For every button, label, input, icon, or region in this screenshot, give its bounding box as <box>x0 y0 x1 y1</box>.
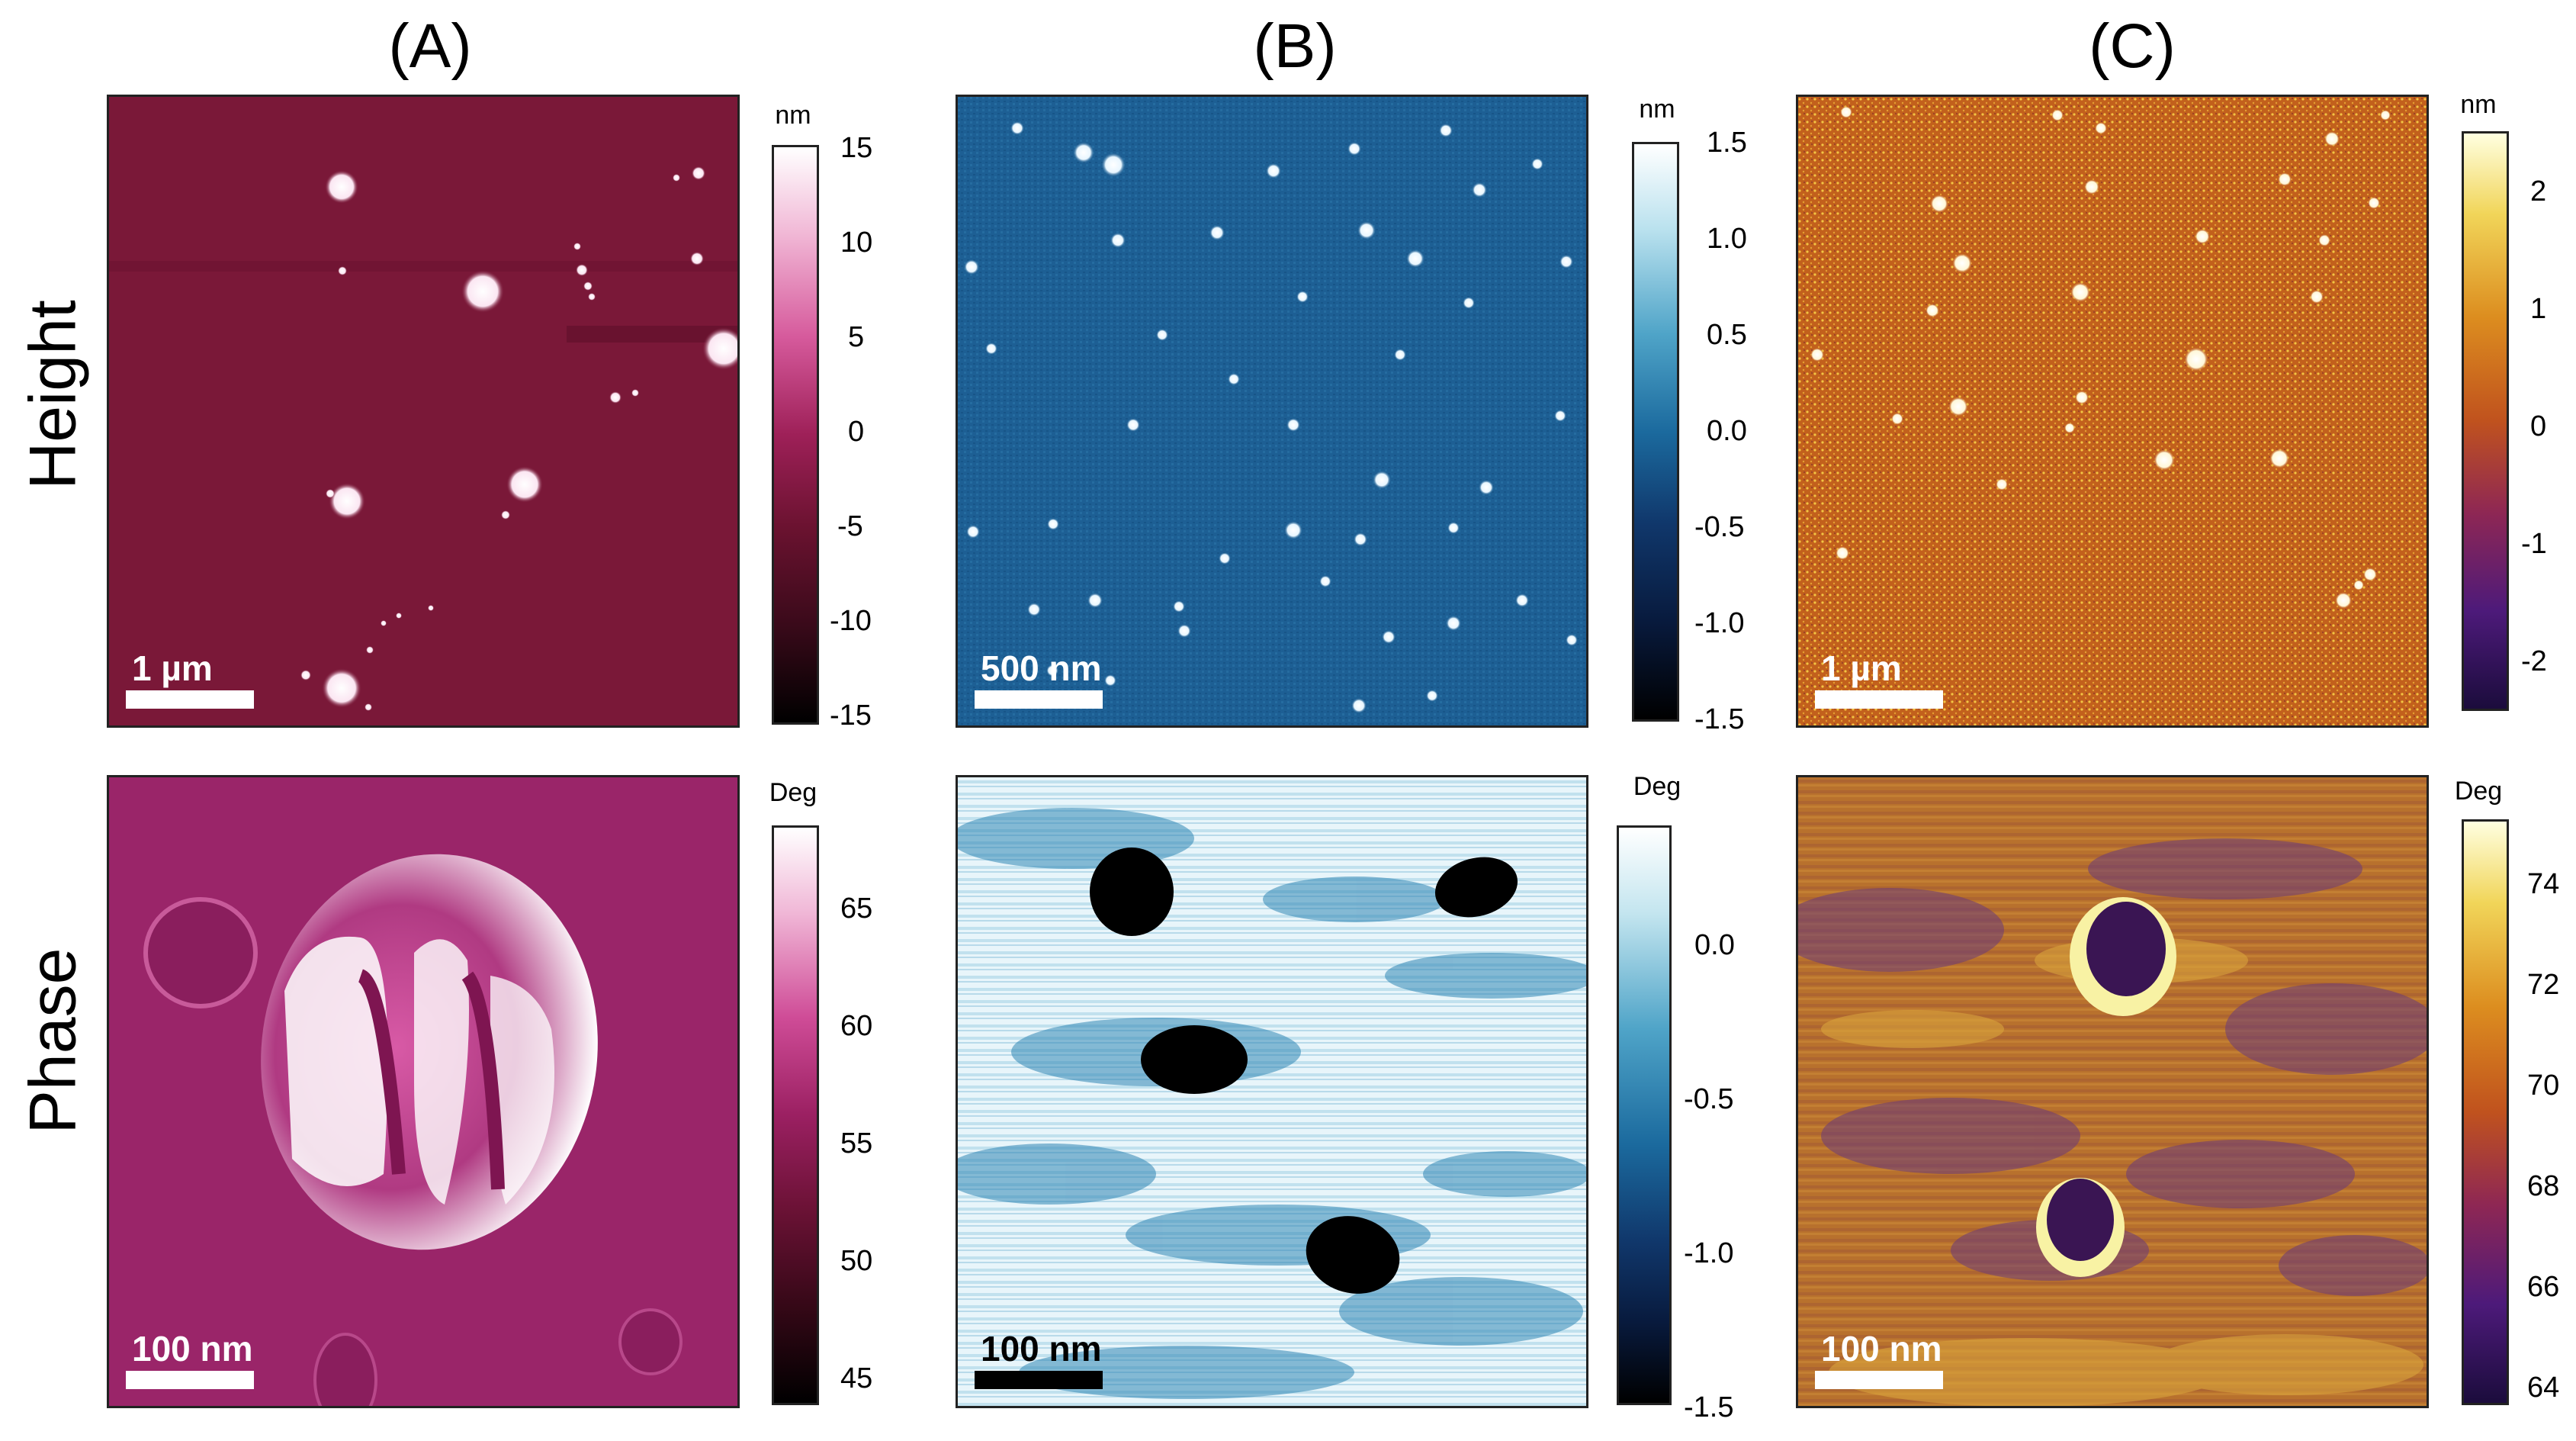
tick-label: 1 <box>2530 293 2547 325</box>
scale-label: 500 nm <box>981 648 1102 688</box>
afm-image-c-height: 1 µm <box>1796 95 2429 728</box>
colorbar-unit-c-height: nm <box>2460 90 2497 119</box>
scale-bar-a-phase: 100 nm <box>126 1328 254 1389</box>
tick-label: 5 <box>848 321 865 353</box>
tick-label: -1.0 <box>1684 1237 1734 1269</box>
colorbar-b-phase <box>1617 825 1672 1405</box>
scale-bar-line <box>975 690 1103 709</box>
tick-label: 68 <box>2527 1170 2560 1202</box>
tick-label: -0.5 <box>1694 511 1745 543</box>
phase-map-a <box>109 777 737 1406</box>
tick-label: 60 <box>840 1010 873 1042</box>
scale-bar-line <box>975 1371 1103 1389</box>
tick-label: 15 <box>840 132 873 164</box>
scale-bar-line <box>1815 1371 1943 1389</box>
tick-label: -0.5 <box>1684 1083 1734 1115</box>
afm-image-a-phase: 100 nm <box>107 775 740 1408</box>
column-label-b: (B) <box>1253 11 1337 81</box>
phase-map-c <box>1798 777 2427 1406</box>
tick-label: 65 <box>840 893 873 925</box>
tick-label: 72 <box>2527 969 2560 1001</box>
tick-label: 74 <box>2527 868 2560 900</box>
tick-label: 64 <box>2527 1372 2560 1404</box>
scale-bar-line <box>126 1371 254 1389</box>
colorbar-unit-c-phase: Deg <box>2454 777 2503 806</box>
height-map-c <box>1798 97 2427 725</box>
tick-label: -15 <box>830 700 872 732</box>
colorbar-b-height <box>1632 142 1679 722</box>
colorbar-a-phase <box>772 825 819 1405</box>
tick-label: -1 <box>2521 528 2547 560</box>
tick-label: 1.5 <box>1707 127 1747 159</box>
colorbar-c-phase <box>2462 819 2509 1405</box>
scale-bar-line <box>1815 690 1943 709</box>
scale-bar-b-height: 500 nm <box>975 648 1103 709</box>
tick-label: 45 <box>840 1362 873 1394</box>
tick-label: -10 <box>830 605 872 637</box>
tick-label: 0.0 <box>1707 415 1747 447</box>
tick-label: -1.0 <box>1694 607 1745 639</box>
tick-label: -1.5 <box>1684 1391 1734 1423</box>
tick-label: 0.0 <box>1694 929 1735 961</box>
tick-label: 0.5 <box>1707 319 1747 351</box>
column-label-c: (C) <box>2089 11 2176 81</box>
colorbar-unit-b-phase: Deg <box>1633 772 1681 801</box>
tick-label: 0 <box>848 416 865 448</box>
colorbar-a-height <box>772 145 819 725</box>
scale-label: 100 nm <box>981 1329 1102 1369</box>
scale-bar-line <box>126 690 254 709</box>
row-label-height: Height <box>16 300 90 490</box>
tick-label: -5 <box>837 510 863 542</box>
scale-label: 1 µm <box>1821 648 1902 688</box>
scale-bar-a-height: 1 µm <box>126 648 254 709</box>
colorbar-unit-a-phase: Deg <box>769 778 817 807</box>
scale-bar-c-phase: 100 nm <box>1815 1328 1943 1389</box>
colorbar-unit-b-height: nm <box>1639 95 1675 124</box>
tick-label: 66 <box>2527 1271 2560 1303</box>
scale-label: 100 nm <box>1821 1329 1942 1369</box>
height-map-a <box>109 97 737 725</box>
tick-label: 50 <box>840 1245 873 1277</box>
afm-image-b-height: 500 nm <box>956 95 1588 728</box>
tick-label: -2 <box>2521 645 2547 677</box>
tick-label: 2 <box>2530 175 2547 207</box>
scale-bar-c-height: 1 µm <box>1815 648 1943 709</box>
tick-label: 70 <box>2527 1069 2560 1102</box>
afm-image-c-phase: 100 nm <box>1796 775 2429 1408</box>
tick-label: 0 <box>2530 410 2547 442</box>
scale-label: 1 µm <box>132 648 213 688</box>
colorbar-c-height <box>2462 131 2509 711</box>
colorbar-unit-a-height: nm <box>775 101 811 130</box>
scale-label: 100 nm <box>132 1329 253 1369</box>
afm-image-b-phase: 100 nm <box>956 775 1588 1408</box>
tick-label: 10 <box>840 227 873 259</box>
tick-label: 55 <box>840 1127 873 1160</box>
tick-label: 1.0 <box>1707 223 1747 255</box>
row-label-phase: Phase <box>16 947 90 1134</box>
tick-label: -1.5 <box>1694 703 1745 735</box>
height-map-b <box>958 97 1586 725</box>
afm-image-a-height: 1 µm <box>107 95 740 728</box>
column-label-a: (A) <box>388 11 472 81</box>
scale-bar-b-phase: 100 nm <box>975 1328 1103 1389</box>
phase-map-b <box>958 777 1586 1406</box>
